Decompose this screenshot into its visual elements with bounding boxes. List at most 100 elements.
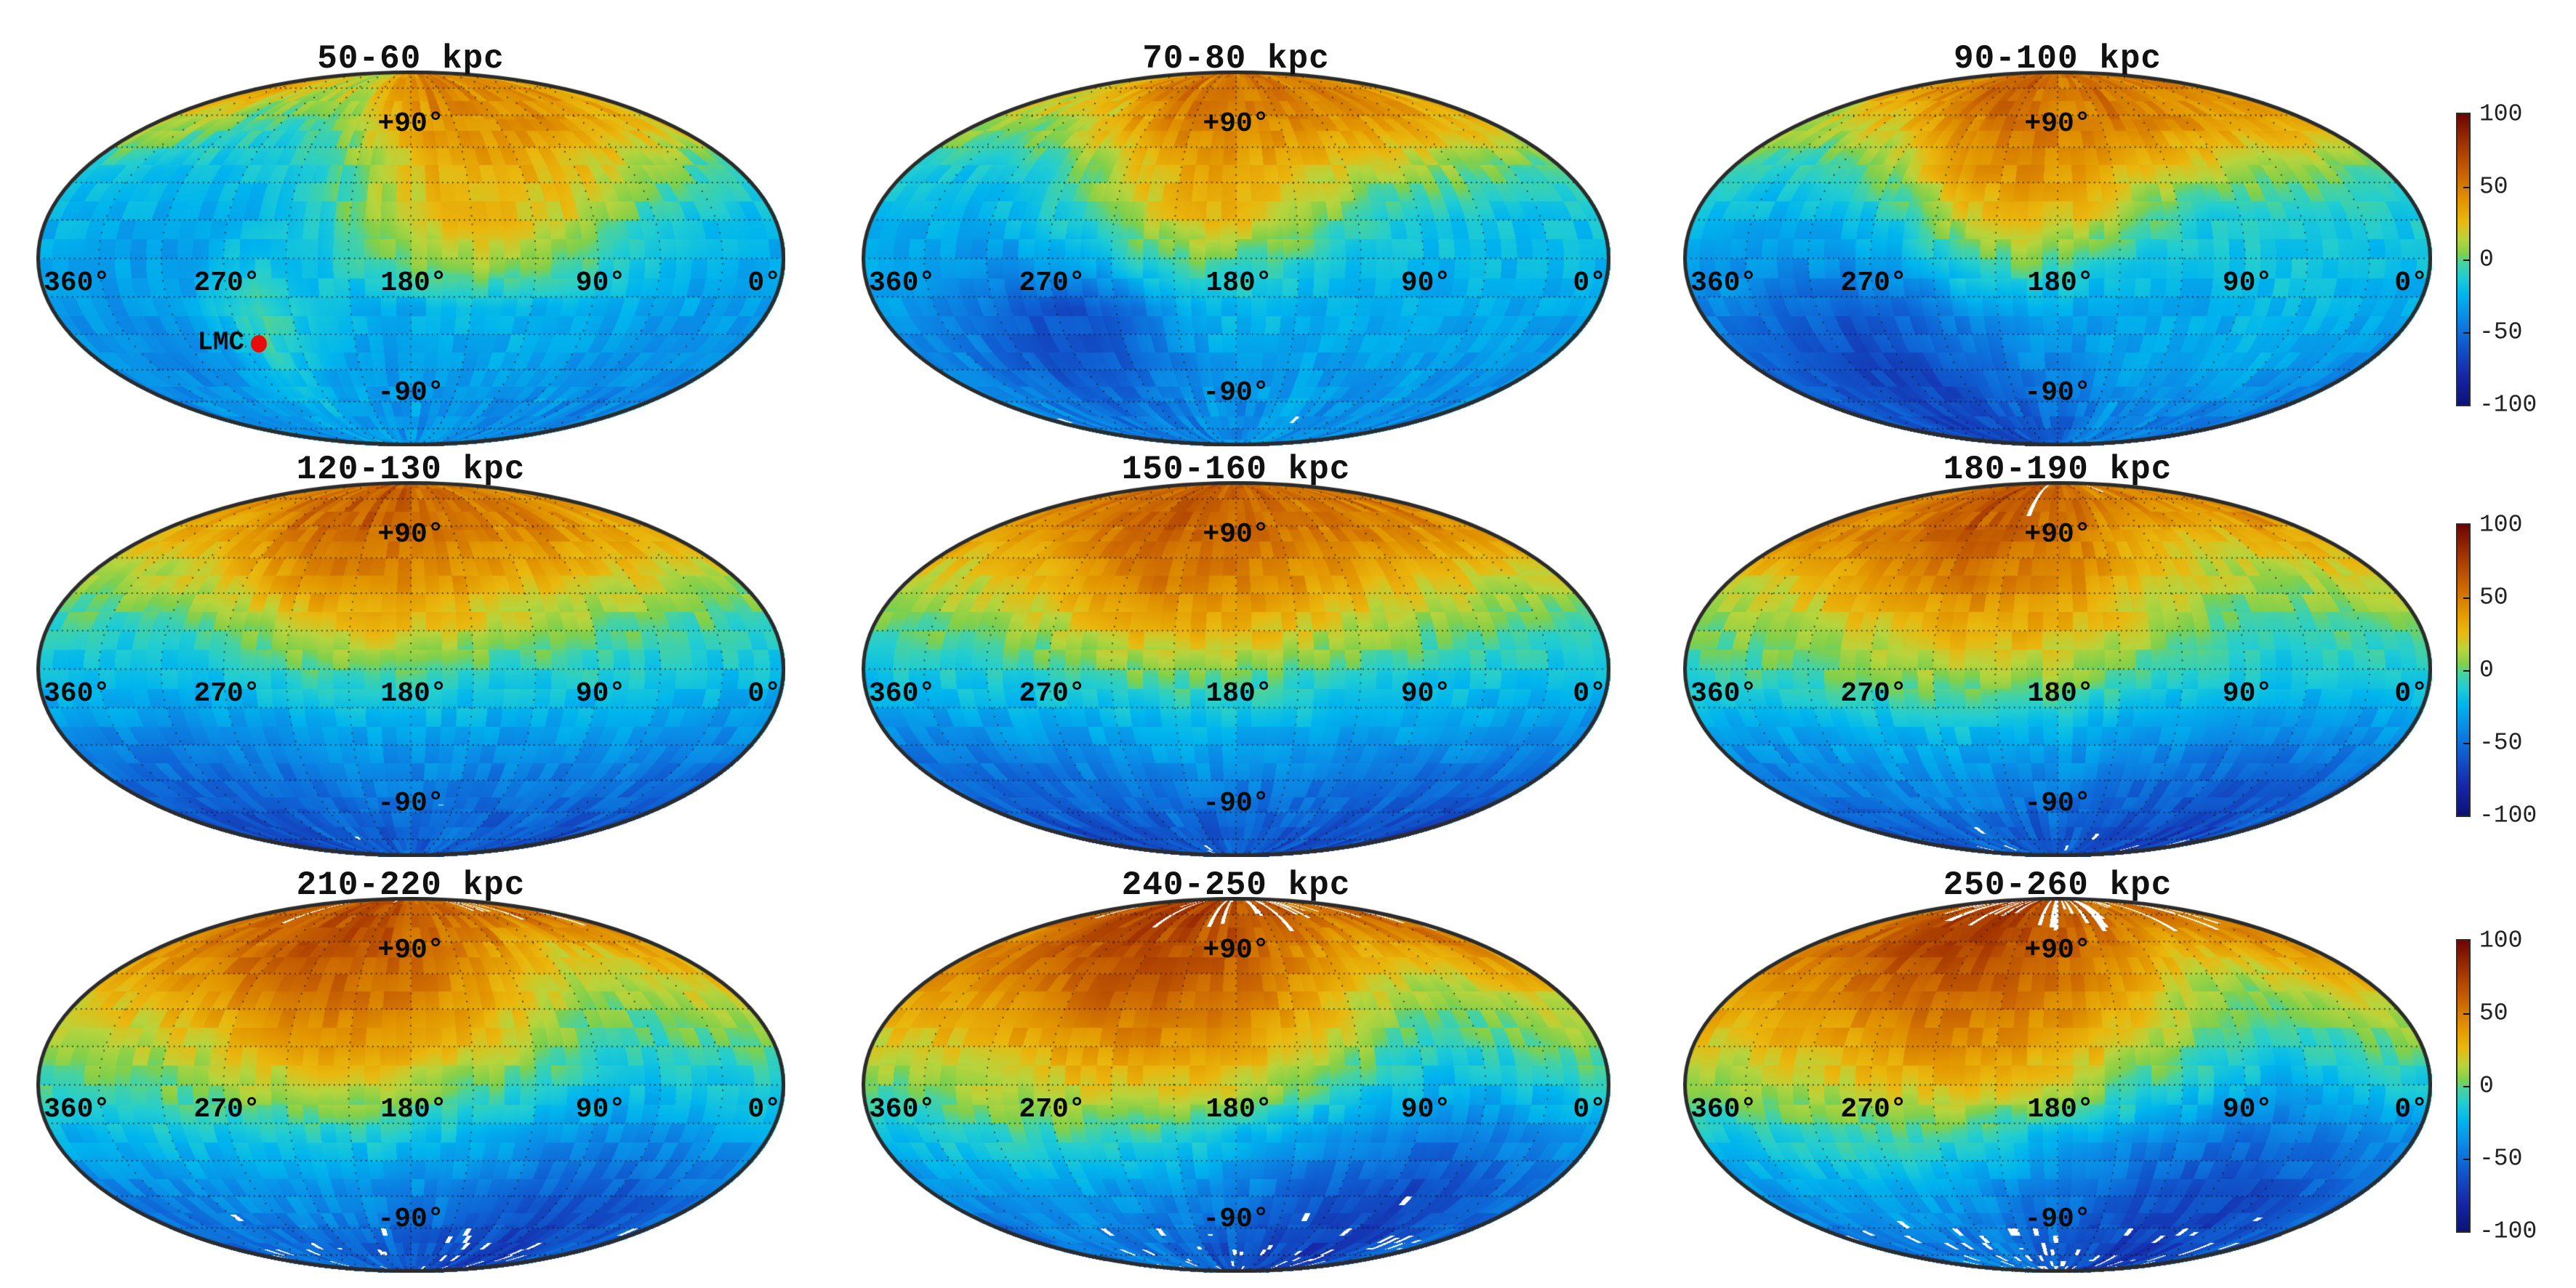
lon-label-360: 360° bbox=[869, 1094, 936, 1125]
colorbar-label-m50: -50 bbox=[2479, 1145, 2523, 1172]
lon-label-0: 0° bbox=[1573, 267, 1606, 299]
colorbar-label-0: 0 bbox=[2479, 246, 2494, 273]
panel-title: 50-60 kpc bbox=[317, 40, 505, 78]
colorbar-label-m50: -50 bbox=[2479, 729, 2523, 757]
lon-label-270: 270° bbox=[1840, 678, 1907, 709]
lon-label-180: 180° bbox=[2027, 1094, 2094, 1125]
colorbar-label-0: 0 bbox=[2479, 656, 2494, 684]
lon-label-0: 0° bbox=[747, 678, 781, 709]
lon-label-0: 0° bbox=[2394, 678, 2428, 709]
lon-label-360: 360° bbox=[44, 1094, 111, 1125]
lat-label-minus90: -90° bbox=[1203, 377, 1269, 408]
lon-label-90: 90° bbox=[575, 678, 626, 709]
lon-label-360: 360° bbox=[44, 678, 111, 709]
map-panel-180-190-kpc: 180-190 kpc +90° -90° 360° 270° 180° 90°… bbox=[1683, 451, 2432, 857]
lon-label-180: 180° bbox=[1205, 267, 1272, 299]
lon-label-0: 0° bbox=[2394, 267, 2428, 299]
lat-label-minus90: -90° bbox=[2024, 377, 2091, 408]
mollweide-map-canvas bbox=[862, 481, 1610, 857]
lon-label-180: 180° bbox=[380, 1094, 447, 1125]
colorbar-label-m100: -100 bbox=[2479, 391, 2537, 419]
lon-label-90: 90° bbox=[2222, 1094, 2273, 1125]
lmc-marker-label: LMC bbox=[197, 327, 245, 358]
lon-label-360: 360° bbox=[869, 267, 936, 299]
lon-label-90: 90° bbox=[1400, 678, 1451, 709]
colorbar-label-m100: -100 bbox=[2479, 1217, 2537, 1245]
lon-label-90: 90° bbox=[2222, 267, 2273, 299]
colorbar-label-50: 50 bbox=[2479, 584, 2508, 611]
lon-label-90: 90° bbox=[2222, 678, 2273, 709]
lon-label-270: 270° bbox=[193, 267, 260, 299]
lat-label-plus90: +90° bbox=[2024, 108, 2091, 140]
panel-title: 250-260 kpc bbox=[1943, 866, 2172, 904]
panel-title: 210-220 kpc bbox=[296, 866, 526, 904]
colorbar: 100 50 0 -50 -100 bbox=[2456, 513, 2537, 828]
lat-label-plus90: +90° bbox=[2024, 519, 2091, 550]
colorbar: 100 50 0 -50 -100 bbox=[2456, 929, 2537, 1244]
colorbar-tick bbox=[2463, 187, 2470, 188]
lat-label-minus90: -90° bbox=[377, 1204, 444, 1235]
lon-label-90: 90° bbox=[1400, 267, 1451, 299]
lon-label-180: 180° bbox=[380, 267, 447, 299]
lon-label-90: 90° bbox=[575, 1094, 626, 1125]
panel-title: 70-80 kpc bbox=[1142, 40, 1330, 78]
lon-label-360: 360° bbox=[1690, 678, 1757, 709]
lon-label-270: 270° bbox=[193, 678, 260, 709]
lon-label-0: 0° bbox=[2394, 1094, 2428, 1125]
map-panel-250-260-kpc: 250-260 kpc +90° -90° 360° 270° 180° 90°… bbox=[1683, 866, 2432, 1273]
mollweide-map-canvas bbox=[36, 71, 785, 446]
lon-label-90: 90° bbox=[1400, 1094, 1451, 1125]
colorbar-tick bbox=[2463, 1013, 2470, 1015]
lon-label-270: 270° bbox=[1019, 267, 1086, 299]
colorbar-label-100: 100 bbox=[2479, 100, 2523, 128]
panel-title: 240-250 kpc bbox=[1121, 866, 1351, 904]
lon-label-360: 360° bbox=[44, 267, 111, 299]
colorbar-tick bbox=[2463, 332, 2470, 334]
panel-title: 150-160 kpc bbox=[1121, 451, 1351, 488]
colorbar-label-m100: -100 bbox=[2479, 802, 2537, 829]
mollweide-map-canvas bbox=[1683, 481, 2432, 857]
lat-label-minus90: -90° bbox=[2024, 1204, 2091, 1235]
lon-label-270: 270° bbox=[193, 1094, 260, 1125]
lon-label-0: 0° bbox=[1573, 678, 1606, 709]
panel-title: 120-130 kpc bbox=[296, 451, 526, 488]
colorbar-tick bbox=[2463, 597, 2470, 599]
panel-title: 90-100 kpc bbox=[1953, 40, 2162, 78]
mollweide-map-canvas bbox=[1683, 71, 2432, 446]
colorbar-tick bbox=[2463, 1086, 2470, 1087]
lon-label-0: 0° bbox=[747, 1094, 781, 1125]
colorbar-label-m50: -50 bbox=[2479, 318, 2523, 346]
lon-label-180: 180° bbox=[1205, 1094, 1272, 1125]
lon-label-360: 360° bbox=[1690, 267, 1757, 299]
lon-label-180: 180° bbox=[2027, 678, 2094, 709]
lat-label-plus90: +90° bbox=[377, 108, 444, 140]
colorbar-tick bbox=[2463, 1159, 2470, 1160]
colorbar-label-50: 50 bbox=[2479, 173, 2508, 201]
lon-label-90: 90° bbox=[575, 267, 626, 299]
lon-label-180: 180° bbox=[1205, 678, 1272, 709]
lat-label-plus90: +90° bbox=[1203, 519, 1269, 550]
mollweide-map-canvas bbox=[1683, 897, 2432, 1273]
lmc-marker-dot bbox=[251, 335, 268, 353]
lon-label-360: 360° bbox=[869, 678, 936, 709]
map-panel-210-220-kpc: 210-220 kpc +90° -90° 360° 270° 180° 90°… bbox=[36, 866, 785, 1273]
colorbar-tick bbox=[2463, 743, 2470, 744]
lon-label-270: 270° bbox=[1840, 267, 1907, 299]
colorbar: 100 50 0 -50 -100 bbox=[2456, 102, 2537, 417]
mollweide-map-canvas bbox=[862, 897, 1610, 1273]
colorbar-tick bbox=[2463, 259, 2470, 261]
map-panel-150-160-kpc: 150-160 kpc +90° -90° 360° 270° 180° 90°… bbox=[862, 451, 1610, 857]
map-panel-240-250-kpc: 240-250 kpc +90° -90° 360° 270° 180° 90°… bbox=[862, 866, 1610, 1273]
map-panel-90-100-kpc: 90-100 kpc +90° -90° 360° 270° 180° 90° … bbox=[1683, 40, 2432, 446]
colorbar-label-100: 100 bbox=[2479, 927, 2523, 954]
lon-label-180: 180° bbox=[2027, 267, 2094, 299]
lon-label-270: 270° bbox=[1019, 1094, 1086, 1125]
map-panel-70-80-kpc: 70-80 kpc +90° -90° 360° 270° 180° 90° 0… bbox=[862, 40, 1610, 446]
lat-label-minus90: -90° bbox=[2024, 788, 2091, 819]
lon-label-360: 360° bbox=[1690, 1094, 1757, 1125]
lat-label-plus90: +90° bbox=[1203, 935, 1269, 966]
lon-label-270: 270° bbox=[1019, 678, 1086, 709]
lat-label-plus90: +90° bbox=[2024, 935, 2091, 966]
lat-label-plus90: +90° bbox=[377, 519, 444, 550]
